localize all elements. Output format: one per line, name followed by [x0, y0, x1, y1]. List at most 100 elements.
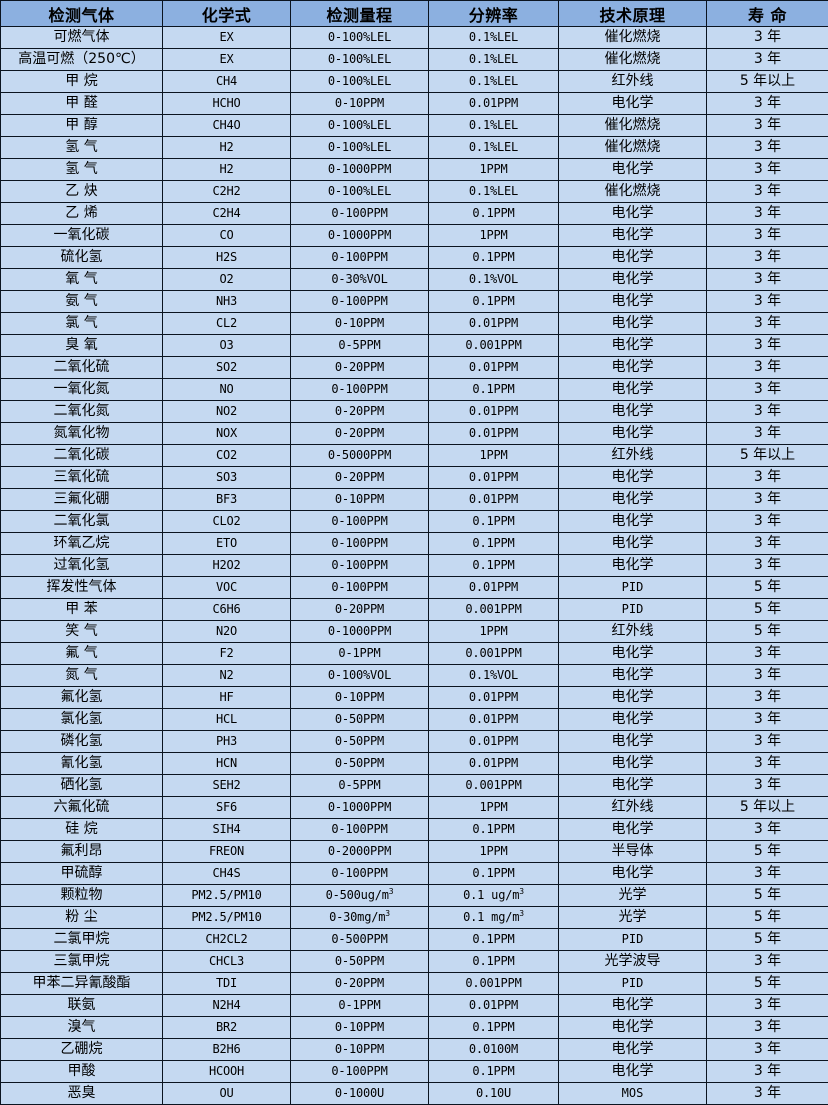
column-header-gas: 检测气体: [1, 1, 163, 27]
cell-principle: PID: [559, 929, 707, 951]
cell-life: 3 年: [707, 313, 828, 335]
cell-gas-name: 氨 气: [1, 291, 163, 313]
cell-life: 5 年: [707, 907, 828, 929]
cell-resolution: 0.1PPM: [429, 555, 559, 577]
cell-formula: F2: [163, 643, 291, 665]
cell-principle: 电化学: [559, 687, 707, 709]
cell-principle: 电化学: [559, 665, 707, 687]
cell-formula: H2: [163, 159, 291, 181]
cell-principle: 催化燃烧: [559, 115, 707, 137]
cell-gas-name: 环氧乙烷: [1, 533, 163, 555]
cell-range: 0-50PPM: [291, 951, 429, 973]
cell-principle: 催化燃烧: [559, 49, 707, 71]
cell-resolution: 0.1%LEL: [429, 71, 559, 93]
cell-range: 0-100PPM: [291, 247, 429, 269]
cell-resolution: 0.01PPM: [429, 93, 559, 115]
cell-range: 0-1000PPM: [291, 797, 429, 819]
cell-life: 3 年: [707, 379, 828, 401]
cell-range: 0-100PPM: [291, 203, 429, 225]
cell-gas-name: 一氧化氮: [1, 379, 163, 401]
cell-life: 3 年: [707, 203, 828, 225]
cell-life: 3 年: [707, 819, 828, 841]
cell-life: 3 年: [707, 863, 828, 885]
cell-life: 5 年: [707, 577, 828, 599]
cell-principle: 电化学: [559, 313, 707, 335]
cell-formula: CH4O: [163, 115, 291, 137]
cell-principle: 红外线: [559, 797, 707, 819]
cell-gas-name: 一氧化碳: [1, 225, 163, 247]
cell-life: 5 年: [707, 621, 828, 643]
cell-life: 3 年: [707, 709, 828, 731]
cell-formula: CH4: [163, 71, 291, 93]
cell-range: 0-50PPM: [291, 753, 429, 775]
cell-formula: CH2CL2: [163, 929, 291, 951]
table-header: 检测气体 化学式 检测量程 分辨率 技术原理 寿 命: [1, 1, 828, 27]
cell-formula: N2O: [163, 621, 291, 643]
cell-formula: H2O2: [163, 555, 291, 577]
cell-formula: CO2: [163, 445, 291, 467]
cell-life: 3 年: [707, 137, 828, 159]
cell-range: 0-50PPM: [291, 709, 429, 731]
cell-gas-name: 硒化氢: [1, 775, 163, 797]
cell-resolution: 0.001PPM: [429, 973, 559, 995]
cell-principle: 电化学: [559, 775, 707, 797]
cell-range: 0-20PPM: [291, 467, 429, 489]
cell-resolution: 0.1%LEL: [429, 115, 559, 137]
cell-life: 5 年: [707, 599, 828, 621]
cell-resolution: 0.01PPM: [429, 753, 559, 775]
cell-principle: 电化学: [559, 709, 707, 731]
cell-gas-name: 氢 气: [1, 159, 163, 181]
cell-resolution: 0.1 ug/m3: [429, 885, 559, 907]
cell-resolution: 1PPM: [429, 841, 559, 863]
cell-principle: 红外线: [559, 445, 707, 467]
cell-principle: 电化学: [559, 225, 707, 247]
cell-formula: C2H2: [163, 181, 291, 203]
cell-formula: OU: [163, 1083, 291, 1105]
cell-principle: 电化学: [559, 379, 707, 401]
cell-range: 0-20PPM: [291, 599, 429, 621]
cell-range: 0-100PPM: [291, 511, 429, 533]
cell-principle: 电化学: [559, 1061, 707, 1083]
cell-range: 0-100%LEL: [291, 49, 429, 71]
cell-range: 0-20PPM: [291, 357, 429, 379]
cell-principle: 电化学: [559, 291, 707, 313]
cell-life: 3 年: [707, 775, 828, 797]
cell-formula: O2: [163, 269, 291, 291]
cell-principle: 电化学: [559, 533, 707, 555]
cell-formula: PM2.5/PM10: [163, 885, 291, 907]
cell-formula: CHCL3: [163, 951, 291, 973]
cell-resolution: 0.1PPM: [429, 247, 559, 269]
cell-gas-name: 氯化氢: [1, 709, 163, 731]
cell-resolution: 0.1%VOL: [429, 665, 559, 687]
cell-life: 3 年: [707, 687, 828, 709]
cell-principle: MOS: [559, 1083, 707, 1105]
cell-life: 5 年: [707, 885, 828, 907]
cell-principle: 电化学: [559, 1039, 707, 1061]
cell-life: 3 年: [707, 1017, 828, 1039]
cell-formula: CO: [163, 225, 291, 247]
cell-range: 0-20PPM: [291, 973, 429, 995]
cell-range: 0-100PPM: [291, 819, 429, 841]
cell-formula: HCN: [163, 753, 291, 775]
cell-resolution: 0.01PPM: [429, 401, 559, 423]
cell-range: 0-500PPM: [291, 929, 429, 951]
cell-gas-name: 臭 氧: [1, 335, 163, 357]
cell-resolution: 0.1PPM: [429, 1061, 559, 1083]
cell-gas-name: 氮氧化物: [1, 423, 163, 445]
cell-gas-name: 甲 苯: [1, 599, 163, 621]
cell-principle: 电化学: [559, 467, 707, 489]
cell-resolution: 0.01PPM: [429, 709, 559, 731]
